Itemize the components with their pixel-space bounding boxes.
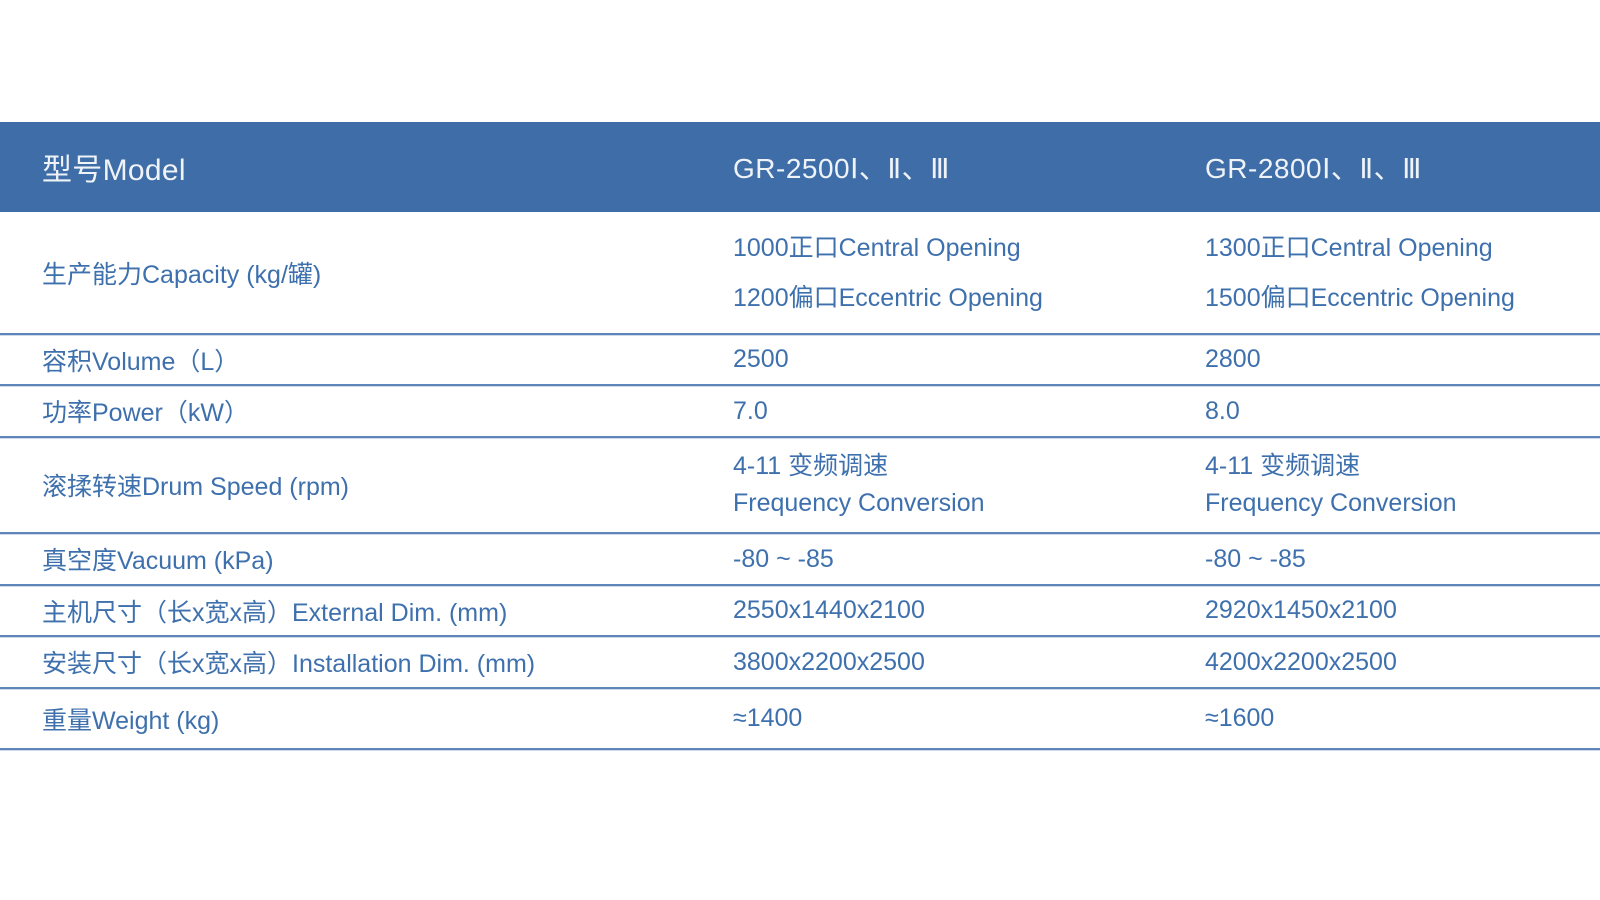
cell-power-gr2800: 8.0 xyxy=(1205,396,1240,425)
row-label-external-dim: 主机尺寸（长x宽x高）External Dim. (mm) xyxy=(42,598,508,627)
column-header-gr2500: GR-2500Ⅰ、Ⅱ、Ⅲ xyxy=(733,153,950,184)
cell-power-gr2500: 7.0 xyxy=(733,396,768,425)
model-column-header: 型号Model xyxy=(42,154,186,187)
spec-table: 型号Model GR-2500Ⅰ、Ⅱ、Ⅲ GR-2800Ⅰ、Ⅱ、Ⅲ 生产能力Ca… xyxy=(0,122,1600,751)
cell-drum-speed-gr2800: 4-11 变频调速 Frequency Conversion xyxy=(1205,438,1600,532)
row-label-weight: 重量Weight (kg) xyxy=(42,706,220,735)
cell-line: 1200偏口Eccentric Opening xyxy=(733,283,1043,312)
cell-capacity-gr2500: 1000正口Central Opening 1200偏口Eccentric Op… xyxy=(733,212,1205,333)
cell-installation-dim-gr2500: 3800x2200x2500 xyxy=(733,647,925,676)
cell-vacuum-gr2500: -80 ~ -85 xyxy=(733,544,834,573)
cell-line: 1000正口Central Opening xyxy=(733,233,1021,262)
cell-line: 4-11 变频调速 xyxy=(733,452,889,480)
row-label-drum-speed: 滚揉转速Drum Speed (rpm) xyxy=(42,473,349,501)
table-row-volume: 容积Volume（L） 2500 2800 xyxy=(0,333,1600,384)
row-label-vacuum: 真空度Vacuum (kPa) xyxy=(42,547,274,575)
column-header-gr2800: GR-2800Ⅰ、Ⅱ、Ⅲ xyxy=(1205,153,1422,184)
table-row-vacuum: 真空度Vacuum (kPa) -80 ~ -85 -80 ~ -85 xyxy=(0,532,1600,584)
cell-installation-dim-gr2800: 4200x2200x2500 xyxy=(1205,647,1397,676)
cell-line: 1500偏口Eccentric Opening xyxy=(1205,283,1515,312)
cell-capacity-gr2800: 1300正口Central Opening 1500偏口Eccentric Op… xyxy=(1205,212,1600,333)
table-row-installation-dim: 安装尺寸（长x宽x高）Installation Dim. (mm) 3800x2… xyxy=(0,635,1600,687)
cell-line: 1300正口Central Opening xyxy=(1205,233,1493,262)
table-header-row: 型号Model GR-2500Ⅰ、Ⅱ、Ⅲ GR-2800Ⅰ、Ⅱ、Ⅲ xyxy=(0,122,1600,212)
row-label-volume: 容积Volume（L） xyxy=(42,347,240,376)
cell-line: Frequency Conversion xyxy=(733,489,985,517)
row-label-installation-dim: 安装尺寸（长x宽x高）Installation Dim. (mm) xyxy=(42,650,536,678)
cell-line: Frequency Conversion xyxy=(1205,489,1457,517)
row-label-power: 功率Power（kW） xyxy=(42,399,249,427)
table-row-weight: 重量Weight (kg) ≈1400 ≈1600 xyxy=(0,687,1600,748)
cell-volume-gr2500: 2500 xyxy=(733,345,789,373)
cell-volume-gr2800: 2800 xyxy=(1205,345,1261,373)
cell-drum-speed-gr2500: 4-11 变频调速 Frequency Conversion xyxy=(733,438,1205,532)
cell-vacuum-gr2800: -80 ~ -85 xyxy=(1205,544,1306,573)
table-row-external-dim: 主机尺寸（长x宽x高）External Dim. (mm) 2550x1440x… xyxy=(0,584,1600,635)
cell-external-dim-gr2800: 2920x1450x2100 xyxy=(1205,596,1397,624)
cell-external-dim-gr2500: 2550x1440x2100 xyxy=(733,596,925,624)
table-bottom-border xyxy=(0,748,1600,751)
cell-line: 4-11 变频调速 xyxy=(1205,452,1361,480)
table-row-capacity: 生产能力Capacity (kg/罐) 1000正口Central Openin… xyxy=(0,212,1600,333)
cell-weight-gr2800: ≈1600 xyxy=(1205,704,1275,732)
table-row-power: 功率Power（kW） 7.0 8.0 xyxy=(0,384,1600,436)
row-label-capacity: 生产能力Capacity (kg/罐) xyxy=(42,260,322,289)
cell-weight-gr2500: ≈1400 xyxy=(733,704,803,732)
table-row-drum-speed: 滚揉转速Drum Speed (rpm) 4-11 变频调速 Frequency… xyxy=(0,436,1600,532)
